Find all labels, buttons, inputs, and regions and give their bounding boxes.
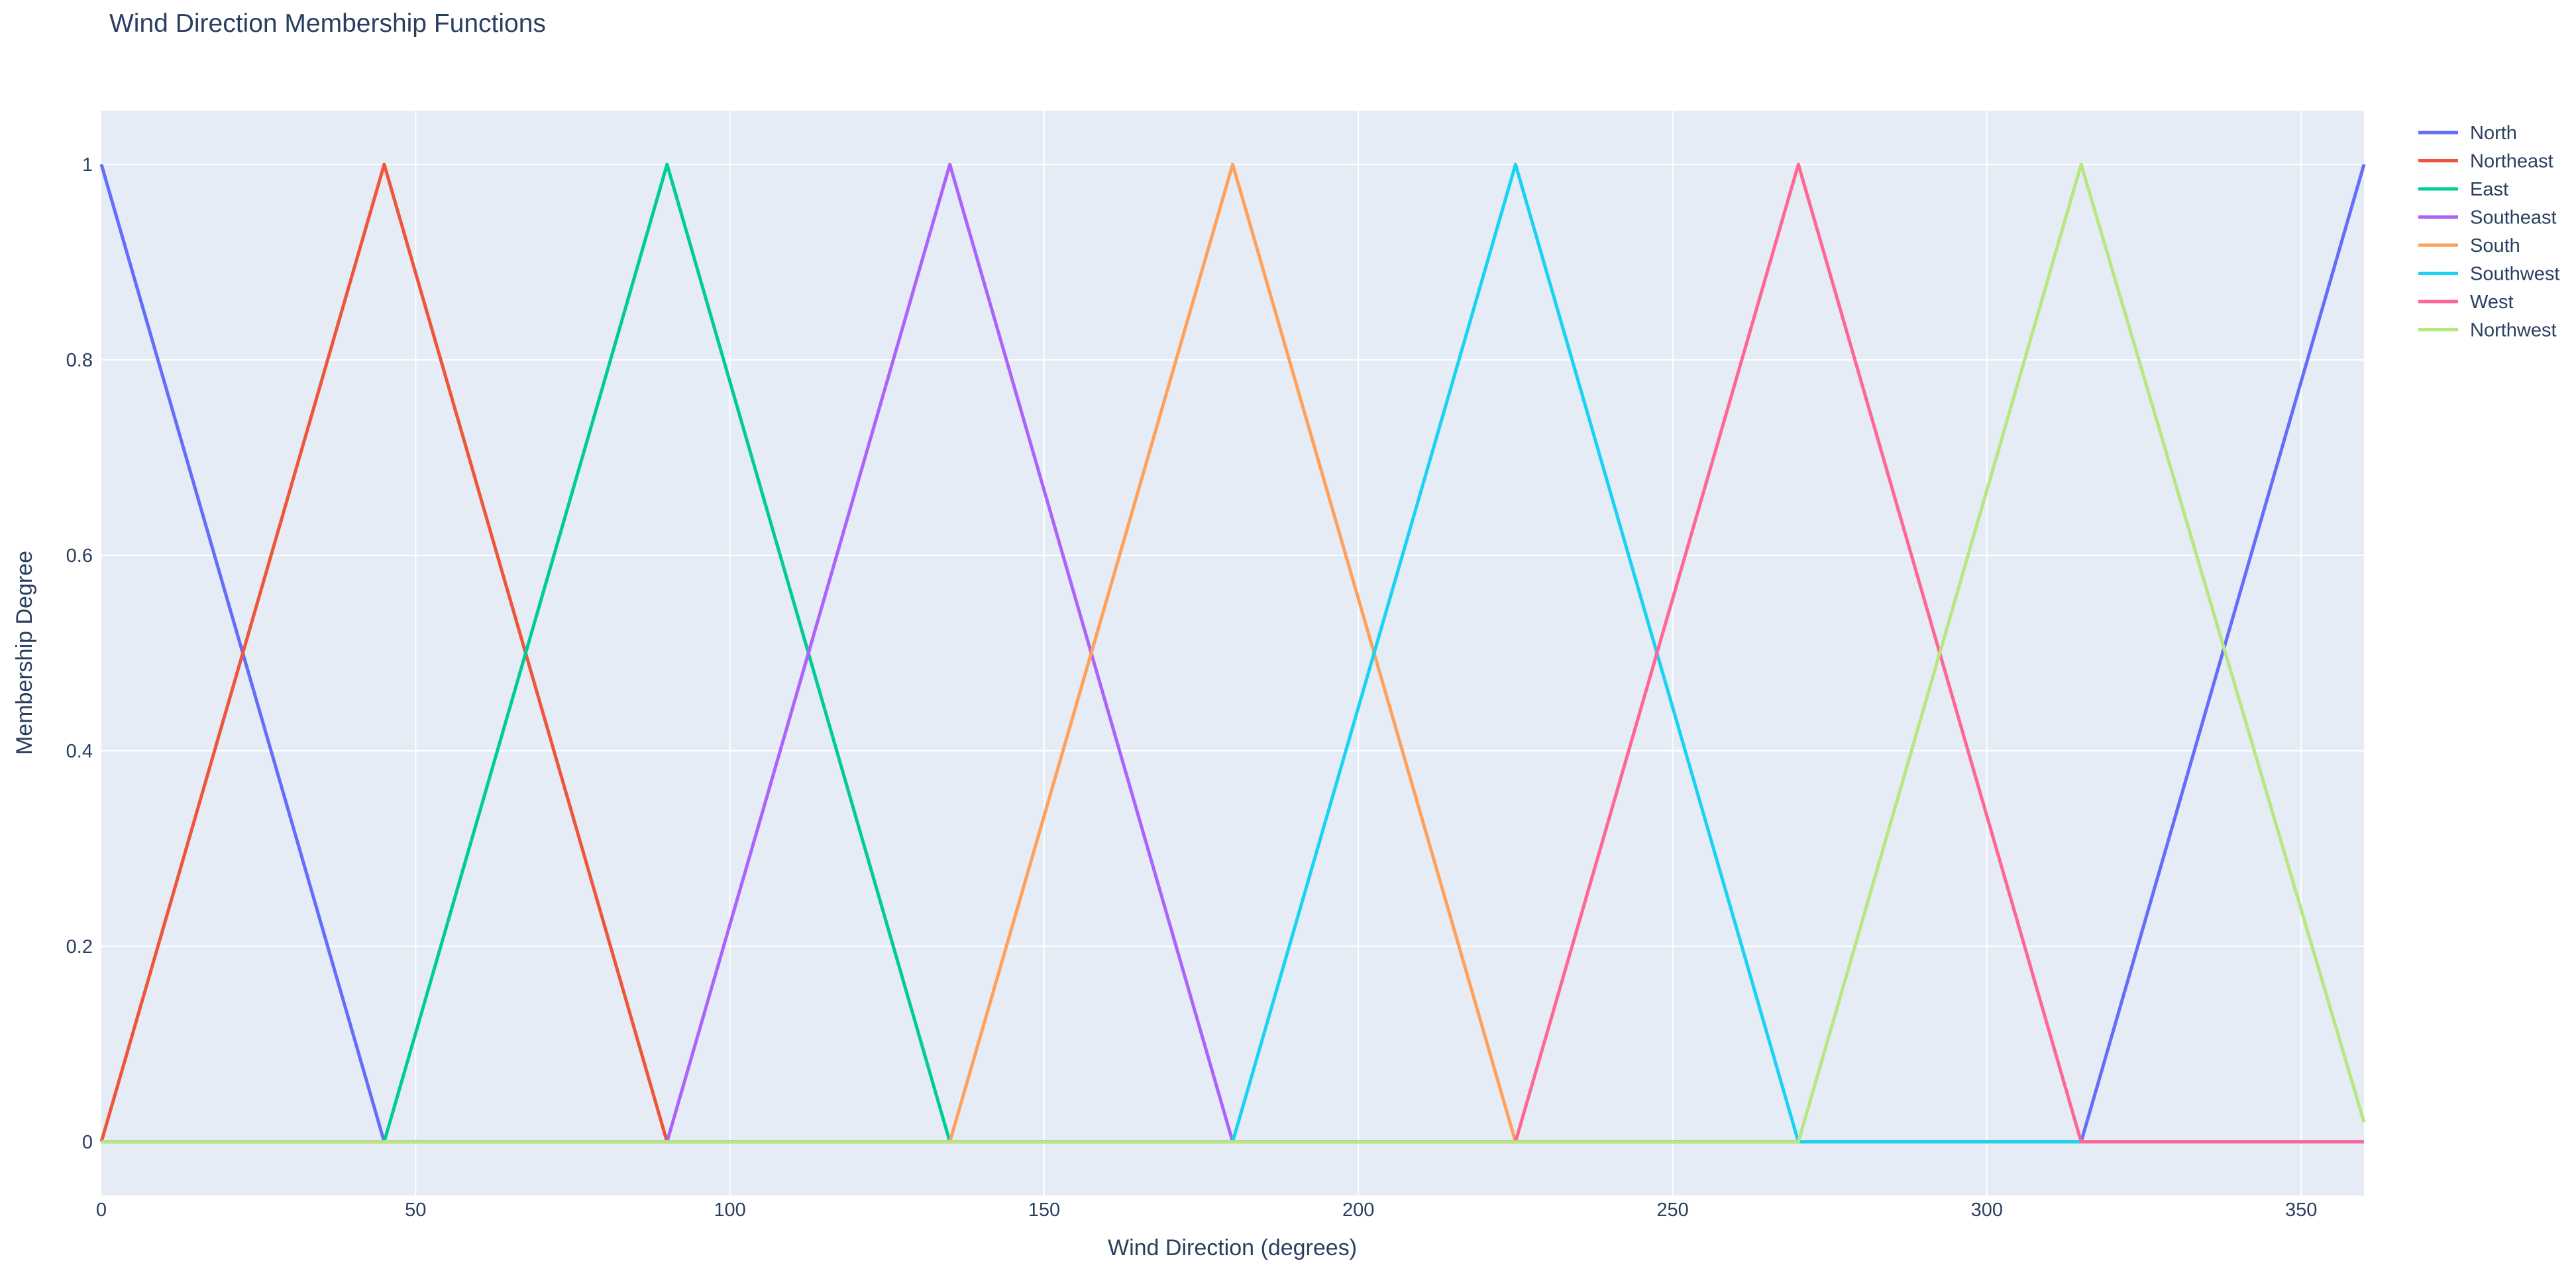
y-tick-label: 1 <box>82 154 93 176</box>
legend-label: Northwest <box>2470 320 2557 341</box>
x-tick-label: 100 <box>714 1199 745 1221</box>
x-tick-label: 250 <box>1656 1199 1688 1221</box>
x-tick-label: 50 <box>405 1199 426 1221</box>
series-lines <box>99 162 2366 1144</box>
y-axis-title: Membership Degree <box>12 551 37 755</box>
legend-item-southwest[interactable]: Southwest <box>2418 264 2559 285</box>
legend-label: North <box>2470 123 2517 144</box>
x-axis-title: Wind Direction (degrees) <box>1108 1235 1357 1260</box>
y-tick-label: 0.8 <box>66 350 93 371</box>
plot-background <box>101 111 2364 1196</box>
legend-item-south[interactable]: South <box>2418 235 2520 256</box>
legend-label: East <box>2470 179 2508 200</box>
series-line-northwest <box>101 162 2366 1144</box>
legend: North Northeast East Southeast South Southwes… <box>2418 123 2559 341</box>
chart-title: Wind Direction Membership Functions <box>109 9 546 38</box>
y-tick-label: 0.2 <box>66 936 93 958</box>
legend-item-west[interactable]: West <box>2418 292 2514 313</box>
legend-item-northwest[interactable]: Northwest <box>2418 320 2557 341</box>
x-tick-label: 350 <box>2285 1199 2317 1221</box>
legend-label: South <box>2470 235 2520 256</box>
legend-label: Southeast <box>2470 207 2557 229</box>
x-axis-ticks: 0 50 100 150 200 250 300 350 <box>96 1199 2317 1221</box>
x-tick-label: 300 <box>1971 1199 2003 1221</box>
y-tick-label: 0.6 <box>66 545 93 567</box>
legend-label: Northeast <box>2470 151 2553 172</box>
y-tick-label: 0 <box>82 1132 93 1153</box>
y-tick-label: 0.4 <box>66 741 93 762</box>
y-axis-ticks: 0 0.2 0.4 0.6 0.8 1 <box>66 154 93 1153</box>
legend-item-east[interactable]: East <box>2418 179 2508 200</box>
x-tick-label: 150 <box>1028 1199 1060 1221</box>
legend-label: West <box>2470 292 2514 313</box>
legend-item-southeast[interactable]: Southeast <box>2418 207 2557 229</box>
legend-label: Southwest <box>2470 264 2559 285</box>
x-tick-label: 200 <box>1342 1199 1374 1221</box>
legend-item-north[interactable]: North <box>2418 123 2517 144</box>
legend-item-northeast[interactable]: Northeast <box>2418 151 2553 172</box>
x-tick-label: 0 <box>96 1199 107 1221</box>
